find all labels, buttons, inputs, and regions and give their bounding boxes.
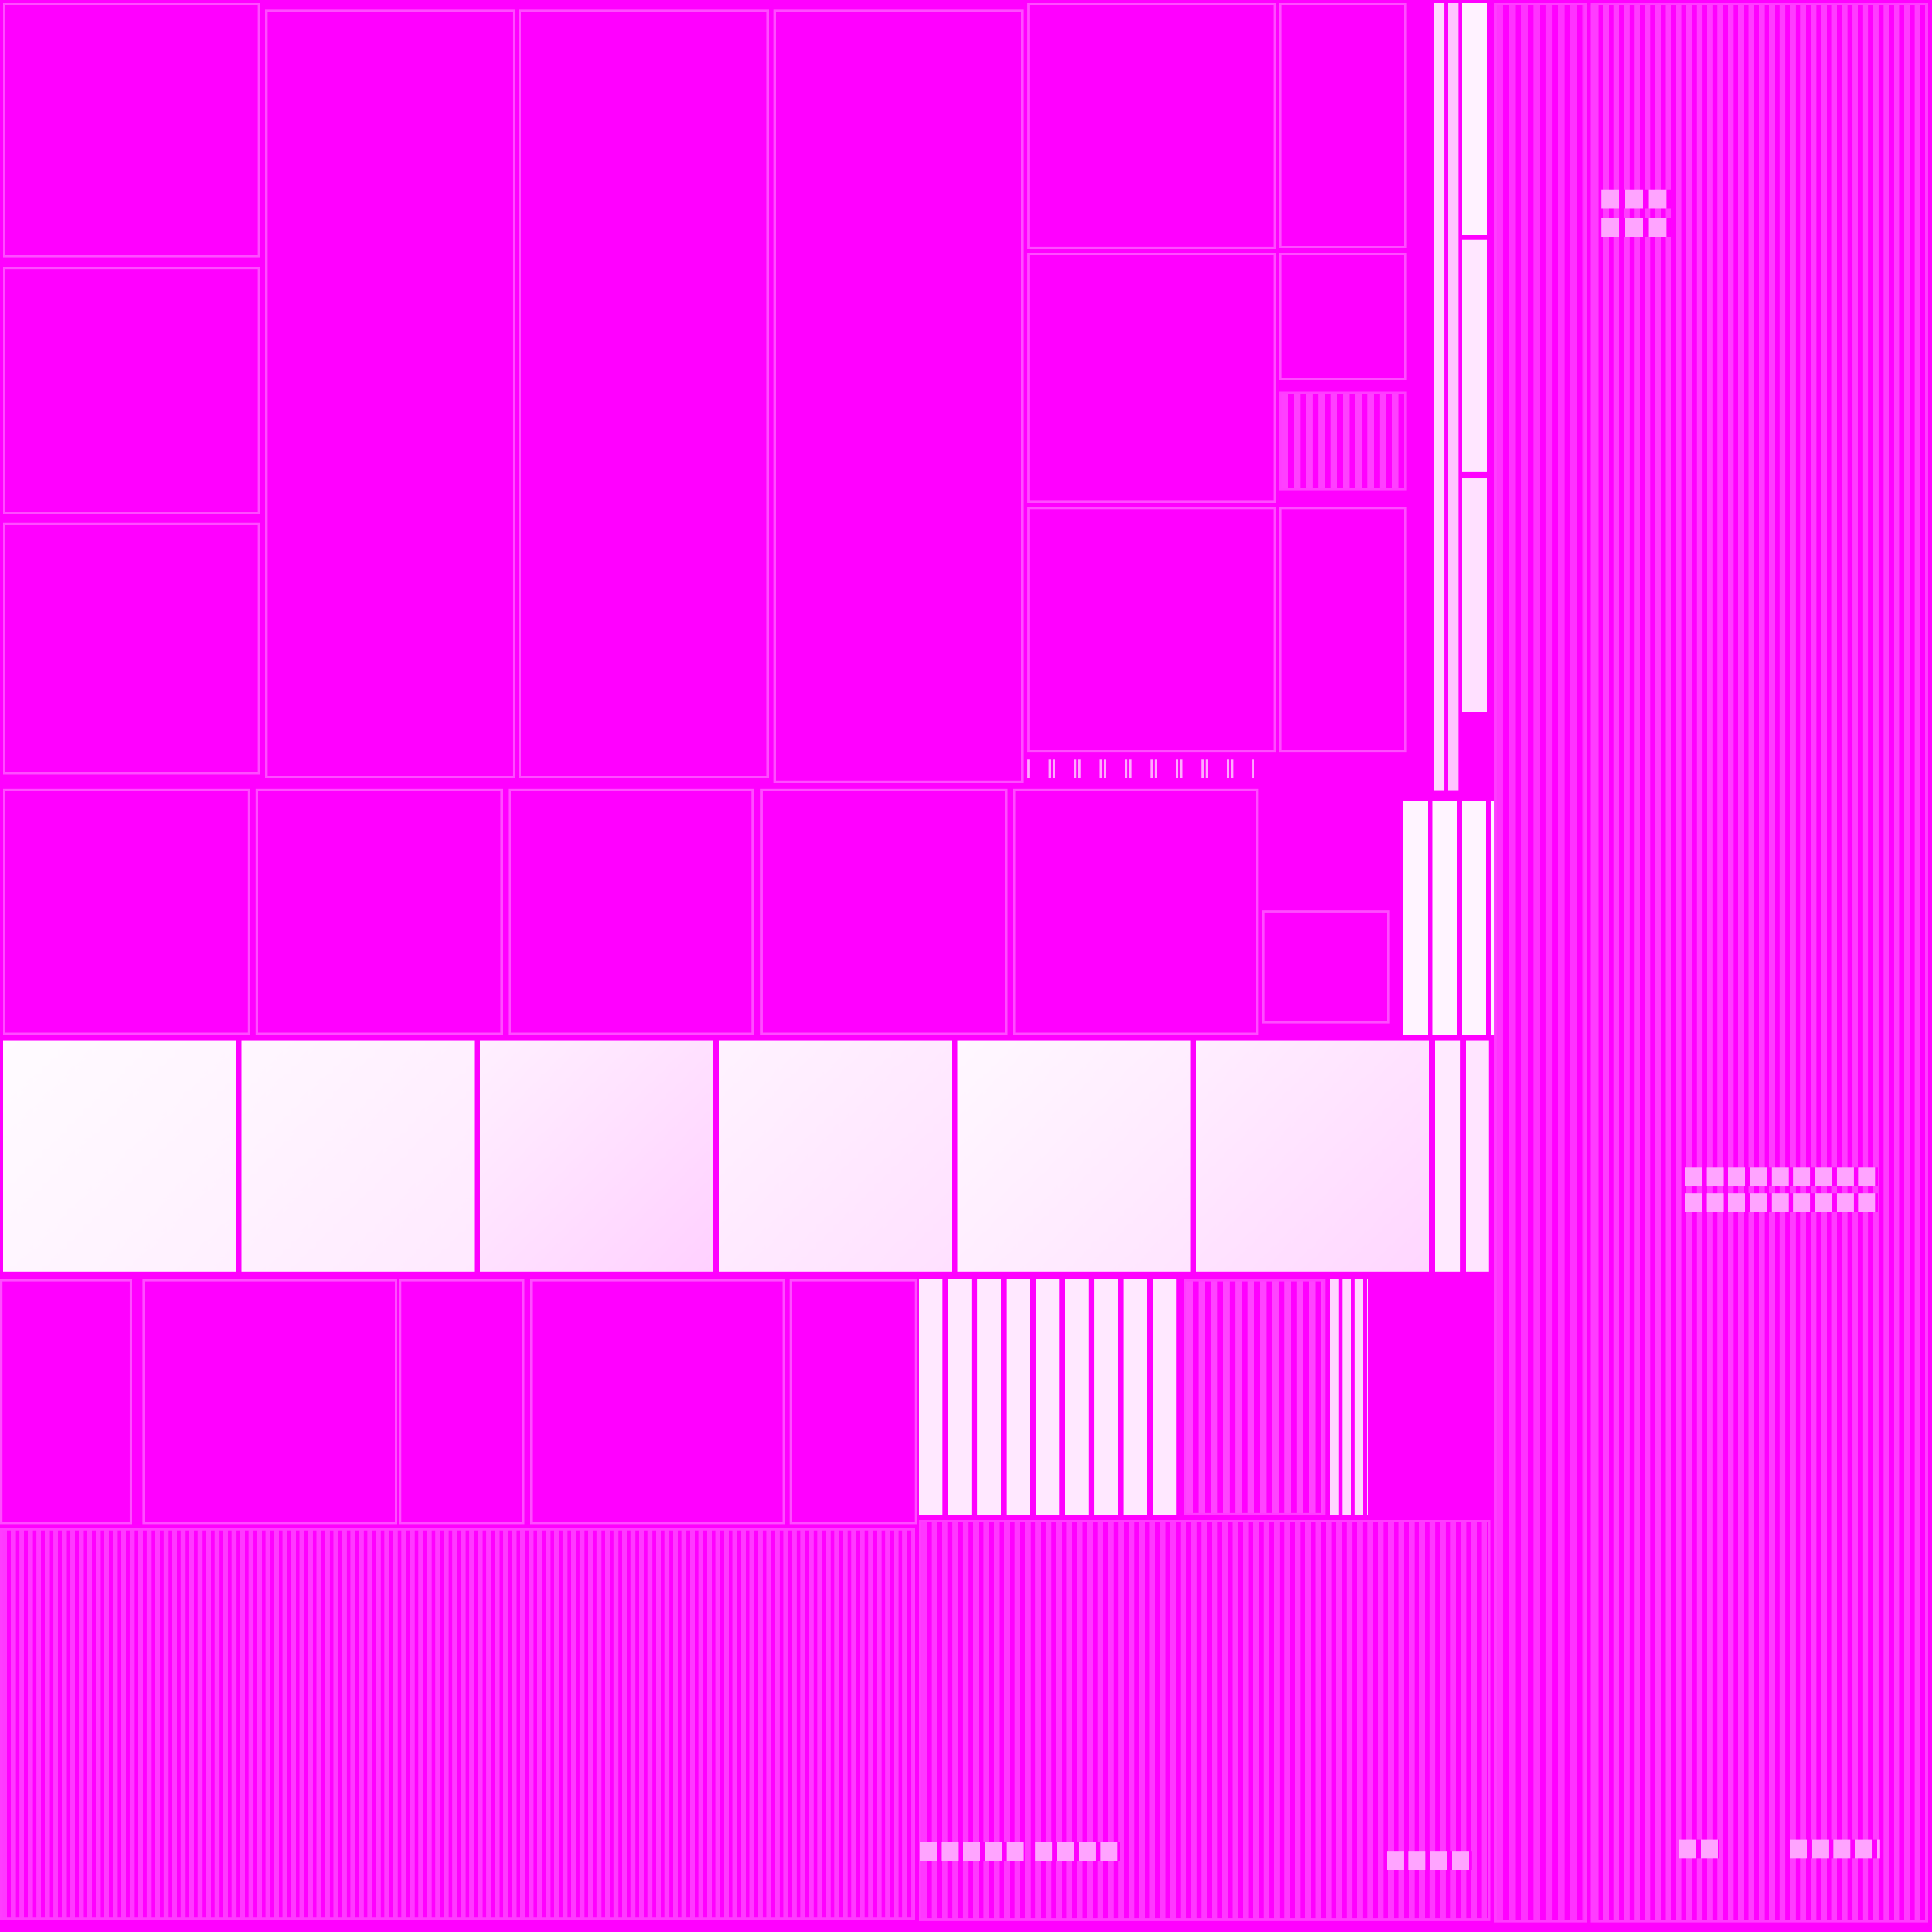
pale-bar <box>1448 3 1458 791</box>
tile-block <box>399 1279 525 1524</box>
pale-tile <box>1193 1038 1432 1274</box>
stripe-cluster <box>1494 3 1587 1923</box>
tile-block <box>1027 507 1276 752</box>
tile-block <box>1279 253 1407 380</box>
tile-block <box>1279 507 1407 752</box>
pale-tile <box>477 1038 716 1274</box>
pale-tile-small <box>1685 1193 1878 1212</box>
pale-tile-small <box>1790 1840 1880 1858</box>
tile-block <box>3 3 260 258</box>
pale-tile-small <box>1387 1851 1472 1870</box>
pale-tile-small <box>920 1842 1024 1861</box>
pale-bar <box>1462 240 1487 472</box>
tile-block <box>790 1279 917 1524</box>
stripe-cluster <box>1184 1279 1325 1515</box>
tile-block <box>3 789 250 1035</box>
pale-bar <box>1434 3 1444 791</box>
tile-block <box>256 789 503 1035</box>
tile-block <box>508 789 754 1035</box>
pale-tile <box>716 1038 955 1274</box>
tile-block <box>1262 910 1390 1024</box>
tile-block <box>142 1279 397 1524</box>
tile-block <box>265 9 515 778</box>
pale-bar-group <box>919 1279 1179 1515</box>
tile-block <box>1027 253 1276 503</box>
pale-tile <box>955 1038 1193 1274</box>
tile-block <box>774 9 1024 783</box>
pale-bar-group <box>1403 801 1501 1035</box>
pale-tile <box>1463 1038 1491 1274</box>
pale-bar <box>1462 478 1487 712</box>
pale-tile-small <box>1679 1840 1719 1858</box>
tile-block <box>530 1279 785 1524</box>
tile-block <box>1013 789 1258 1035</box>
stripe-cluster <box>1591 3 1928 1923</box>
tile-block <box>760 789 1008 1035</box>
pale-tile <box>0 1038 239 1274</box>
square-row <box>1027 759 1254 778</box>
tile-block <box>1027 3 1276 249</box>
pale-tile <box>1432 1038 1463 1274</box>
tile-block <box>519 9 769 778</box>
pale-bar-group <box>1330 1279 1368 1515</box>
pale-bar <box>1462 3 1487 235</box>
tile-block <box>1279 3 1407 248</box>
tile-block <box>3 267 260 514</box>
pale-tile <box>239 1038 477 1274</box>
tile-block <box>0 1279 132 1524</box>
pale-tile-small <box>1035 1842 1120 1861</box>
stripe-cluster <box>0 1528 915 1920</box>
pale-tile-small <box>1601 218 1672 237</box>
pale-tile-small <box>1685 1167 1878 1186</box>
tile-block <box>3 523 260 774</box>
stripe-cluster <box>1279 391 1407 491</box>
pale-tile-small <box>1601 190 1672 208</box>
